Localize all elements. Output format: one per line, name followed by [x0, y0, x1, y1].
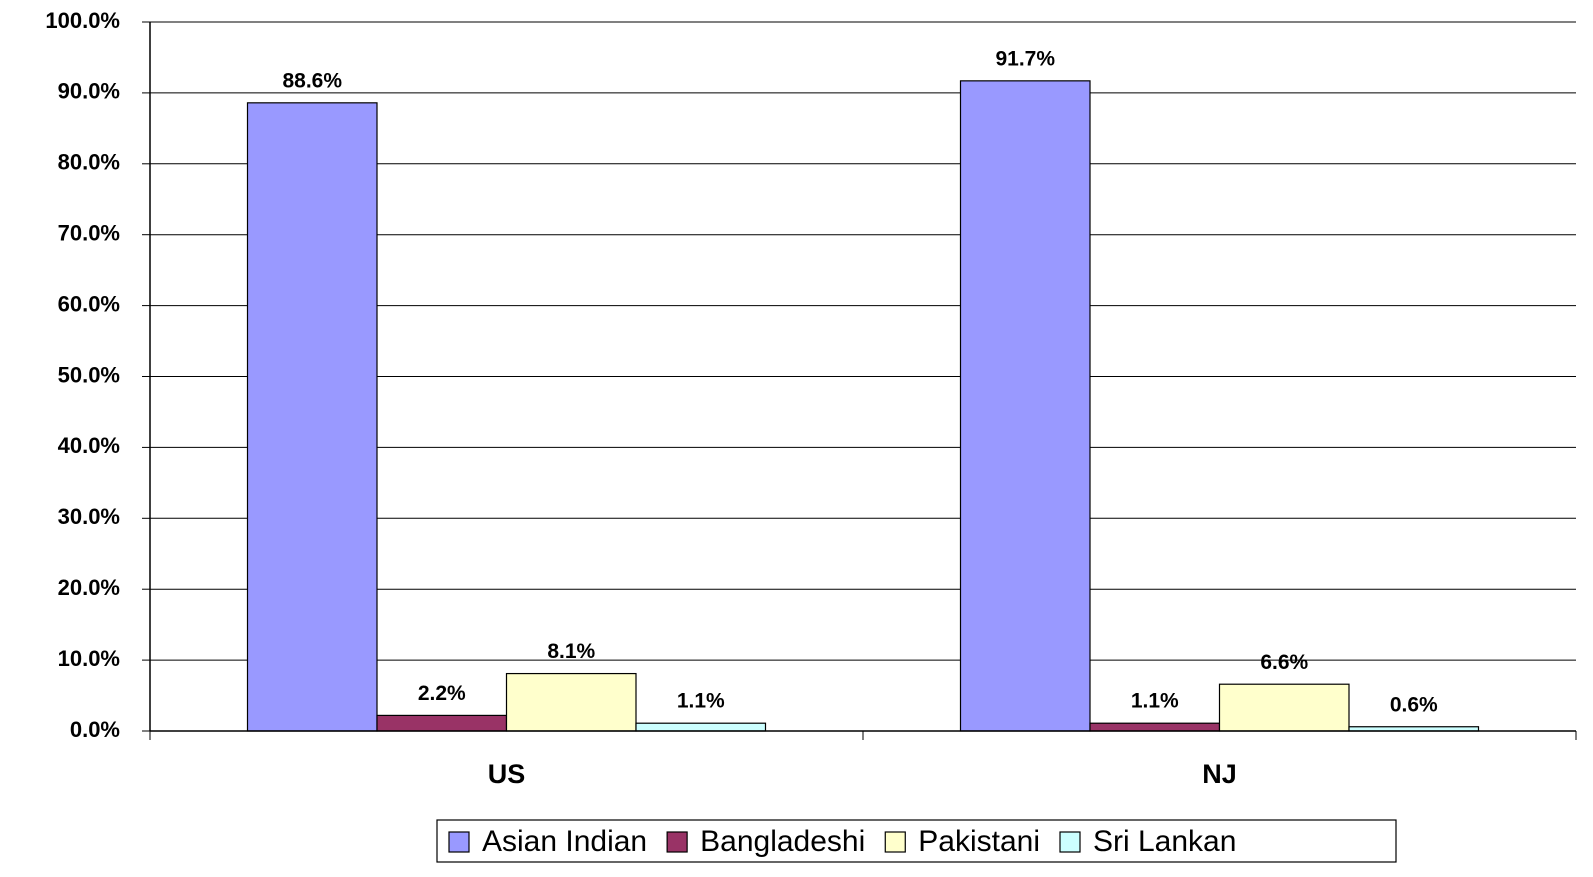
value-label: 1.1%	[1131, 690, 1179, 713]
legend-label: Pakistani	[918, 825, 1040, 858]
y-tick-label: 70.0%	[58, 221, 120, 246]
value-label: 0.6%	[1390, 693, 1438, 716]
legend-swatch	[448, 831, 470, 853]
value-label: 1.1%	[677, 690, 725, 713]
value-label: 6.6%	[1260, 651, 1308, 674]
y-tick-label: 10.0%	[58, 646, 120, 671]
y-tick-label: 80.0%	[58, 150, 120, 175]
y-tick-label: 20.0%	[58, 575, 120, 600]
legend-label: Bangladeshi	[700, 825, 865, 858]
bar	[246, 102, 378, 732]
y-tick-label: 0.0%	[70, 717, 120, 742]
y-tick-label: 40.0%	[58, 433, 120, 458]
bar	[505, 672, 637, 732]
y-tick-label: 60.0%	[58, 291, 120, 316]
bar	[635, 722, 767, 732]
legend-label: Asian Indian	[482, 825, 647, 858]
y-tick-label: 90.0%	[58, 79, 120, 104]
value-label: 91.7%	[995, 47, 1055, 70]
legend-swatch	[884, 831, 906, 853]
legend-box	[436, 819, 1397, 863]
value-label: 8.1%	[547, 640, 595, 663]
legend-swatch	[1059, 831, 1081, 853]
bar	[1089, 722, 1221, 732]
bar	[376, 714, 508, 732]
bar	[1218, 683, 1350, 732]
legend-label: Sri Lankan	[1093, 825, 1236, 858]
value-label: 2.2%	[418, 682, 466, 705]
bar	[959, 80, 1091, 732]
x-tick-label: US	[488, 759, 526, 789]
value-label: 88.6%	[282, 69, 342, 92]
y-tick-label: 100.0%	[45, 8, 120, 33]
legend-swatch	[666, 831, 688, 853]
y-tick-label: 50.0%	[58, 362, 120, 387]
y-tick-label: 30.0%	[58, 504, 120, 529]
x-tick-label: NJ	[1202, 759, 1237, 789]
